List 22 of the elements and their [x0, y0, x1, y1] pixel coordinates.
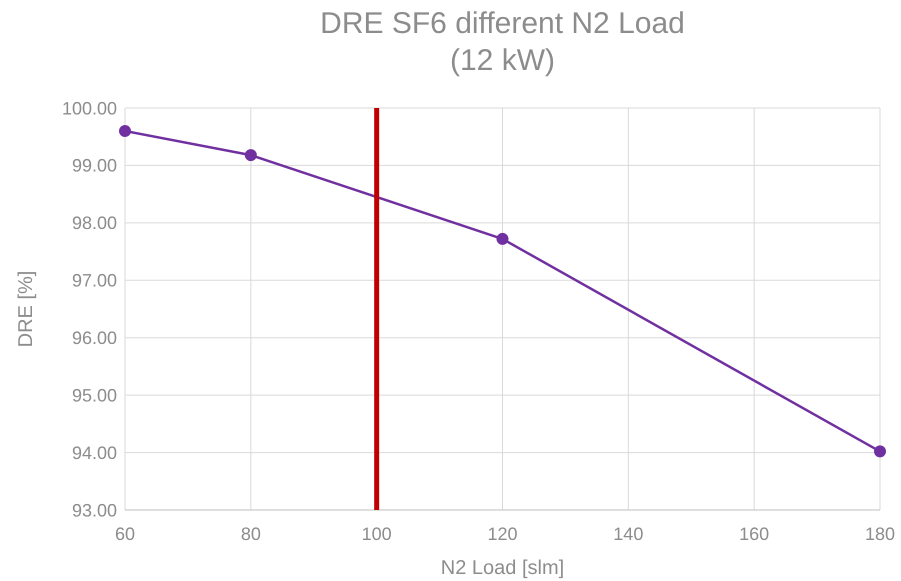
y-tick-label: 98.00	[72, 213, 117, 234]
point	[119, 124, 131, 137]
x-tick-label: 80	[240, 524, 261, 544]
x-tick-label: 180	[864, 524, 896, 544]
y-tick-label: 100.00	[62, 98, 117, 118]
point	[244, 149, 257, 162]
point	[496, 232, 508, 245]
chart-title: DRE SF6 different N2 Load (12 kW)	[320, 7, 685, 77]
x-tick-label: 140	[613, 524, 644, 544]
x-tick-label: 60	[114, 524, 136, 544]
x-tick-label: 160	[739, 524, 770, 544]
y-axis-title: DRE [%]	[15, 270, 37, 348]
y-tick-label: 96.00	[72, 328, 117, 348]
point	[874, 445, 886, 458]
y-tick-label: 95.00	[72, 385, 117, 406]
y-tick-label: 99.00	[72, 156, 117, 176]
x-axis-title: N2 Load [slm]	[440, 557, 564, 579]
y-tick-label: 94.00	[72, 442, 117, 463]
y-tick-label: 97.00	[72, 270, 117, 291]
x-tick-label: 120	[487, 524, 518, 544]
x-tick-label: 100	[362, 524, 392, 544]
y-tick-label: 93.00	[72, 500, 117, 520]
